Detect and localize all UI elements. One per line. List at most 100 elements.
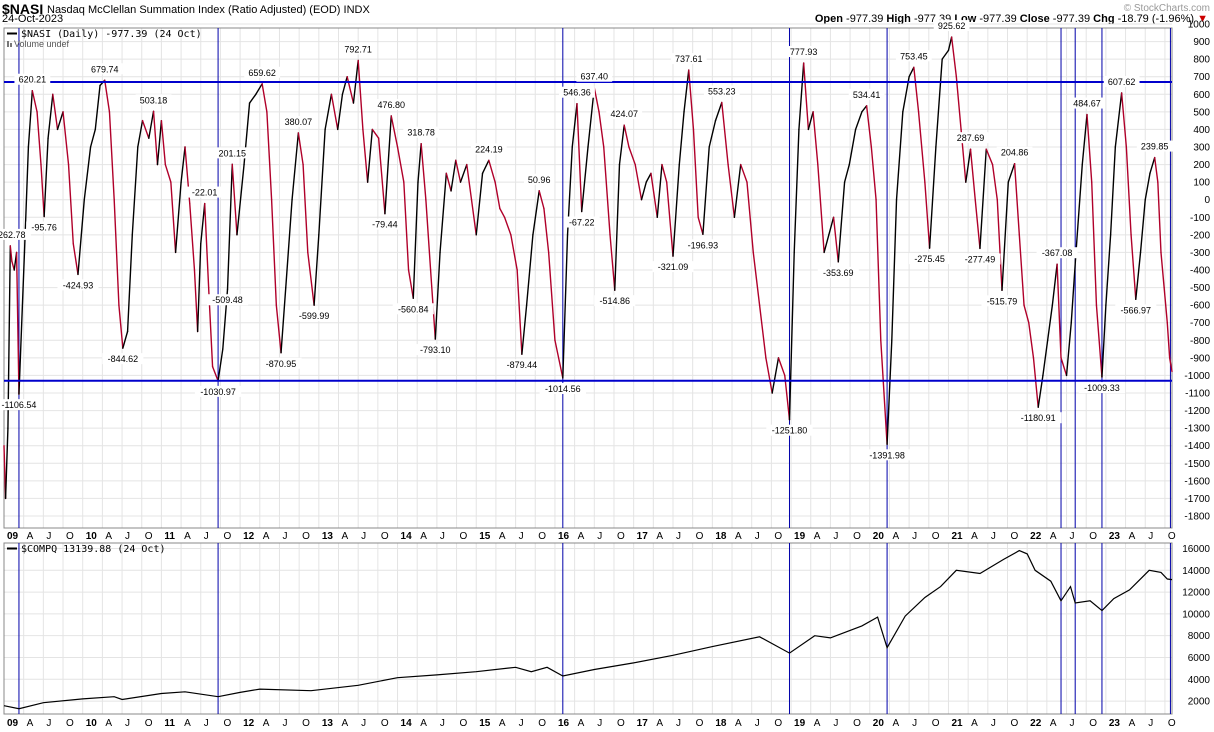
nasi-line-segment: [1028, 322, 1035, 359]
x-tick-label: 14: [401, 531, 413, 542]
peak-label: -95.76: [31, 223, 57, 233]
peak-label: -1180.91: [1021, 413, 1056, 423]
y-tick-label: -1700: [1184, 494, 1210, 505]
nasi-line-segment: [603, 146, 611, 236]
peak-label: -870.95: [266, 359, 297, 369]
peak-label-bg: [539, 382, 587, 394]
nasi-line-segment: [1095, 304, 1103, 378]
nasi-line-segment: [609, 234, 616, 291]
peak-label-bg: [293, 310, 335, 322]
x-tick-label: A: [971, 718, 978, 729]
peak-label-bg: [952, 132, 989, 144]
nasi-line-segment: [817, 163, 825, 254]
nasi-line-segment: [420, 143, 427, 201]
peak-label: 50.96: [528, 175, 551, 185]
x-tick-label: A: [656, 718, 663, 729]
nasi-line-segment: [979, 148, 987, 250]
nasi-line-segment: [672, 163, 680, 257]
nasi-line-segment: [784, 374, 791, 421]
y-tick-label: -1300: [1184, 424, 1210, 435]
open-label: Open: [814, 13, 843, 25]
peak-label: -367.08: [1042, 248, 1073, 258]
x-tick-label: 17: [637, 531, 649, 542]
nasi-line-segment: [593, 87, 600, 113]
x-tick-label: A: [1129, 531, 1136, 542]
nasi-line-segment: [765, 357, 773, 394]
y-tick-label: 0: [1204, 195, 1210, 206]
x-tick-label: A: [814, 718, 821, 729]
legend-compq: $COMPQ 13139.88 (24 Oct): [21, 544, 166, 555]
nasi-line-segment: [974, 199, 981, 250]
nasi-line-segment: [692, 128, 699, 218]
x-tick-label: A: [263, 718, 270, 729]
peak-label-bg: [214, 147, 251, 159]
nasi-line-segment: [543, 207, 550, 254]
nasi-line-segment: [650, 172, 658, 218]
x-tick-label: A: [184, 531, 191, 542]
x-tick-label: O: [932, 718, 940, 729]
y-tick-label: -600: [1190, 301, 1210, 312]
peak-label: 753.45: [900, 51, 928, 61]
nasi-line-segment: [532, 190, 540, 236]
peak-label: -844.62: [108, 354, 139, 364]
x-tick-label: J: [282, 718, 287, 729]
peak-label: -599.99: [299, 311, 330, 321]
volume-icon: [10, 43, 12, 47]
peak-label-bg: [135, 94, 172, 106]
nasi-line-segment: [148, 110, 155, 139]
x-tick-label: O: [617, 531, 625, 542]
nasi-line-segment: [895, 111, 904, 201]
nasi-line-segment: [908, 66, 915, 78]
x-tick-label: A: [342, 718, 349, 729]
peak-label-bg: [703, 85, 740, 97]
peak-label-bg: [0, 228, 31, 240]
y-axis-nasi: 10009008007006005004003002001000-100-200…: [1184, 20, 1210, 523]
x-axis-nasi: 09 A J O 10 A J O 11 A J O 12 A J O 13 A J O 14 A J O 15 A J O 16 A J O…: [7, 531, 1176, 542]
nasi-line-segment: [1130, 234, 1137, 301]
peak-label: -1030.97: [200, 387, 236, 397]
nasi-line-segment: [341, 76, 348, 95]
nasi-line-segment: [802, 62, 810, 131]
nasi-line-segment: [445, 172, 452, 192]
x-tick-label: 19: [794, 531, 806, 542]
x-tick-label: O: [1168, 718, 1176, 729]
x-tick-label: O: [538, 718, 546, 729]
y-tick-label: 800: [1193, 55, 1210, 66]
y-tick-label: 1000: [1188, 20, 1211, 31]
nasi-line-segment: [390, 115, 399, 148]
nasi-line-segment: [1144, 172, 1151, 201]
peak-label: 620.21: [19, 75, 47, 85]
x-tick-label: A: [105, 718, 112, 729]
nasi-line-segment: [865, 105, 873, 148]
peak-label-bg: [373, 98, 410, 110]
exchange-label: INDX: [343, 4, 370, 16]
peak-label: 607.62: [1108, 77, 1136, 87]
x-tick-label: O: [696, 718, 704, 729]
x-tick-label: 12: [243, 531, 255, 542]
peak-label: 777.93: [790, 47, 818, 57]
x-tick-label: A: [1050, 531, 1057, 542]
nasi-line-segment: [366, 128, 374, 183]
peak-label-bg: [57, 279, 99, 291]
peak-label-bg: [1069, 97, 1105, 109]
peak-label-bg: [186, 186, 223, 198]
nasi-line-segment: [72, 242, 79, 276]
x-tick-label: A: [971, 531, 978, 542]
x-tick-label: 20: [873, 531, 885, 542]
x-tick-label: O: [381, 718, 389, 729]
nasi-line-segment: [656, 163, 663, 218]
nasi-line-segment: [7, 245, 11, 429]
nasi-line-segment: [1109, 146, 1117, 236]
nasi-line-segment: [346, 76, 355, 104]
nasi-line-segment: [362, 128, 369, 183]
peak-label-bg: [414, 344, 456, 356]
x-tick-label: O: [774, 718, 782, 729]
x-tick-label: J: [1070, 531, 1075, 542]
peak-label-bg: [206, 294, 249, 306]
nasi-line-segment: [488, 159, 496, 183]
nasi-line-segment: [721, 101, 729, 166]
x-tick-label: O: [538, 531, 546, 542]
peak-label-bg: [559, 86, 595, 98]
nasi-line-segment: [1070, 251, 1077, 324]
nasi-line-segment: [255, 83, 263, 95]
